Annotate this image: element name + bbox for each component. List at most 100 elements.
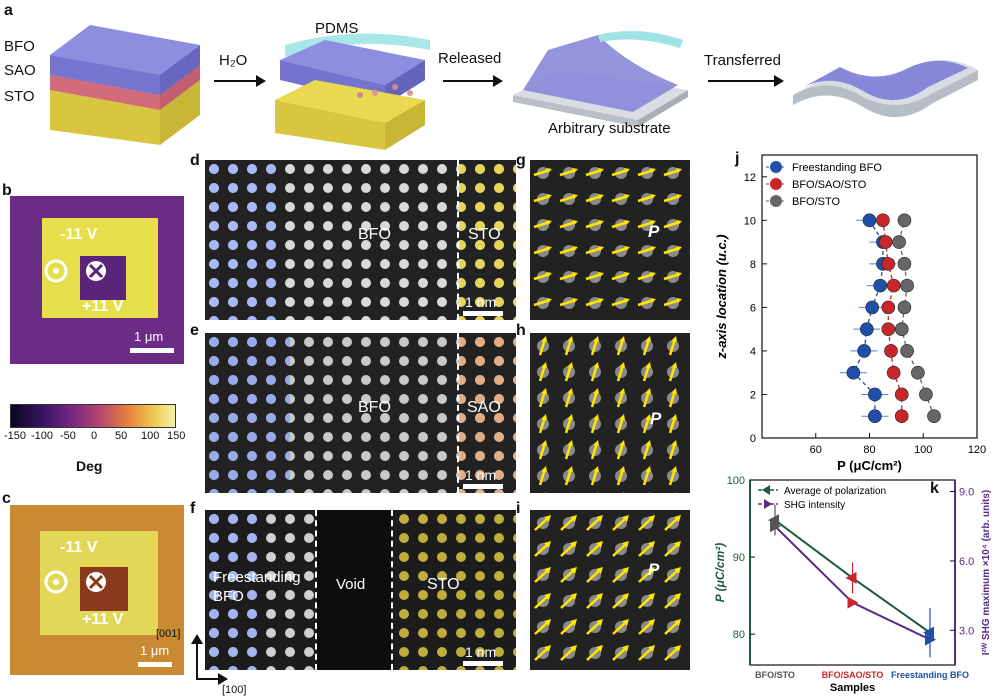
chart-j-point (868, 387, 882, 402)
chart-j-point (868, 409, 882, 424)
pos-bias-label-c: +11 V (82, 611, 124, 628)
chart-j-point (927, 409, 941, 424)
colorbar-tick: 150 (167, 430, 186, 442)
step-arrowhead-2 (493, 75, 503, 87)
polar-map-i: P (530, 510, 690, 670)
chart-k-ylabel: P (μC/cm²) (713, 543, 727, 602)
polar-map-h: P (530, 333, 690, 493)
chart-k-polarization-marker (768, 514, 779, 527)
chart-j-xlabel: P (μC/cm²) (837, 458, 902, 473)
interface-dash-d (457, 160, 459, 320)
heterostructure-stack (50, 25, 200, 145)
layer-sto-label: STO (4, 88, 35, 105)
step-transferred-label: Transferred (704, 52, 781, 69)
chart-j-ytick-label: 10 (744, 215, 756, 227)
panel-f-label: f (190, 500, 196, 517)
phase-colorbar (10, 404, 176, 428)
scale-label-f: 1 nm (465, 644, 497, 660)
chart-k-category-label: BFO/STO (755, 670, 795, 680)
chart-j-point (894, 387, 909, 402)
chart-j-point (886, 278, 901, 293)
stem-f-left-label: Freestanding BFO (213, 569, 301, 605)
polarization-symbols-c (44, 570, 106, 594)
chart-k-polarization-marker (845, 571, 857, 584)
chart-j-ytick-label: 6 (750, 302, 756, 314)
chart-j-point (881, 257, 896, 271)
chart-j-point (878, 235, 893, 249)
chart-k-polarization-marker (923, 626, 934, 639)
pfm-phase-image-c: -11 V +11 V 1 μm (10, 505, 184, 675)
chart-j-point (897, 257, 912, 271)
chart-k: 80 90 100 3.0 6.0 9.0 BFO/STO BFO/SAO/STO Freest… (713, 475, 992, 694)
panel-g-label: g (516, 152, 526, 169)
chart-j: 60 80 100 120 0 2 4 6 8 10 12 P (μC/cm²) z-axis loca… (714, 154, 986, 473)
chart-j-ytick-label: 4 (750, 346, 756, 358)
layer-bfo-label: BFO (4, 38, 35, 55)
scale-label-b: 1 μm (134, 329, 164, 344)
inner-poled-c (80, 567, 128, 611)
panel-e-label: e (190, 322, 199, 339)
polar-arrows-g (530, 160, 690, 320)
scale-bar-b (130, 348, 174, 353)
pos-bias-label-b: +11 V (82, 298, 124, 315)
panel-k-label: k (930, 480, 939, 497)
step-arrow-2 (443, 80, 495, 82)
stem-image-d: BFO STO 1 nm (205, 160, 516, 320)
axis-horizontal-arrowhead (218, 673, 228, 685)
step-water-label: H₂O (219, 52, 248, 69)
colorbar-ticks: -150 -100 -50 0 50 100 150 (4, 430, 188, 450)
step-arrowhead-1 (256, 75, 266, 87)
chart-j-legend-marker (770, 195, 782, 207)
panel-b-label: b (2, 182, 12, 199)
chart-j-xtick-label: 100 (914, 444, 932, 456)
colorbar-tick: 50 (115, 430, 128, 442)
chart-j-ytick-label: 2 (750, 389, 756, 401)
chart-j-point (857, 344, 871, 358)
panel-h-label: h (516, 322, 526, 339)
chart-j-legend-label: Freestanding BFO (792, 162, 882, 174)
chart-j-xtick-label: 80 (863, 444, 875, 456)
chart-j-xtick-label: 60 (810, 444, 822, 456)
atom-lattice-e (205, 333, 516, 493)
chart-k-shg-marker (770, 520, 781, 533)
chart-j-legend-label: BFO/SAO/STO (792, 179, 867, 191)
pdms-label: PDMS (315, 20, 359, 37)
chart-j-series-line (898, 220, 935, 417)
atom-lattice-f (205, 510, 516, 670)
stem-e-left-label: BFO (358, 399, 391, 416)
panel-i-label: i (516, 500, 521, 517)
chart-k-ytick-label: 90 (733, 552, 745, 564)
chart-j-point (846, 365, 861, 380)
chart-k-category-label: Freestanding BFO (891, 670, 969, 680)
chart-k-y2tick-label: 3.0 (959, 625, 974, 637)
chart-k-y2tick-label: 6.0 (959, 556, 974, 568)
chart-j-point (865, 300, 879, 315)
atom-lattice-d (205, 160, 516, 320)
chart-k-legend-label: SHG intensity (784, 500, 845, 511)
polarization-symbols-b (44, 259, 106, 283)
chart-k-y2label: I²ᵂ SHG maximum ×10⁴ (arb. units) (981, 490, 992, 656)
step-released-label: Released (438, 50, 502, 67)
void-dash-right (391, 510, 393, 670)
stem-f-right-label: STO (427, 576, 460, 593)
chart-j-series-line (852, 219, 884, 417)
chart-k-shg-marker (847, 596, 859, 609)
neg-bias-label-b: -11 V (60, 226, 98, 243)
colorbar-tick: -100 (31, 430, 54, 442)
chart-j-series-line (882, 220, 903, 417)
colorbar-tick: 100 (141, 430, 160, 442)
chart-j-point (860, 322, 874, 336)
scale-label-e: 1 nm (465, 467, 497, 483)
p-label-g: P (648, 222, 660, 241)
chart-j-ylabel: z-axis location (u.c.) (714, 234, 729, 359)
chart-k-xlabel: Samples (830, 682, 875, 694)
panel-a-label: a (4, 2, 13, 19)
layer-sao-label: SAO (4, 62, 36, 79)
chart-j-legend-marker (770, 178, 782, 190)
colorbar-label: Deg (76, 458, 103, 474)
chart-j-point (919, 387, 933, 402)
chart-j-point (897, 213, 912, 228)
step-arrow-3 (708, 80, 776, 82)
chart-j-ytick-label: 0 (750, 433, 756, 445)
panel-d-label: d (190, 152, 200, 169)
